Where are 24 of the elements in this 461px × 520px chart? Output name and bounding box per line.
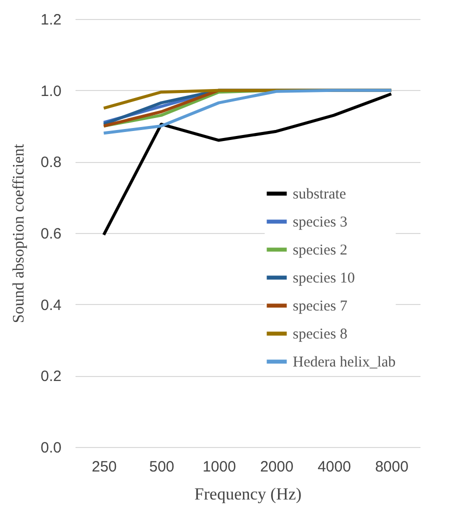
legend-label: species 8	[292, 326, 348, 343]
y-axis-title: Sound absoption coefficient	[10, 143, 28, 324]
legend-label: species 7	[292, 298, 348, 315]
y-tick-label: 1.2	[40, 12, 62, 28]
y-tick-label: 1.0	[40, 82, 62, 100]
y-tick-label: 0.4	[40, 296, 62, 314]
x-axis-title: Frequency (Hz)	[194, 484, 302, 504]
line-series	[102, 88, 393, 135]
x-tick-label: 1000	[202, 458, 236, 476]
legend-label: species 3	[292, 214, 348, 231]
legend-label: species 10	[292, 270, 355, 287]
y-tick-label: 0.6	[40, 226, 62, 242]
legend-label: substrate	[292, 186, 346, 203]
legend-label: species 2	[292, 242, 348, 259]
x-tick-label: 2000	[260, 458, 294, 476]
y-tick-label: 0.0	[40, 440, 62, 456]
legend-label: Hedera helix_lab	[292, 354, 396, 371]
x-tick-label: 250	[92, 458, 117, 476]
x-tick-label: 4000	[318, 458, 351, 476]
x-tick-label: 8000	[375, 458, 408, 476]
line-series	[102, 92, 393, 236]
y-tick-label: 0.8	[40, 154, 62, 172]
x-tick-label: 500	[149, 458, 174, 476]
y-tick-label: 0.2	[40, 368, 62, 386]
